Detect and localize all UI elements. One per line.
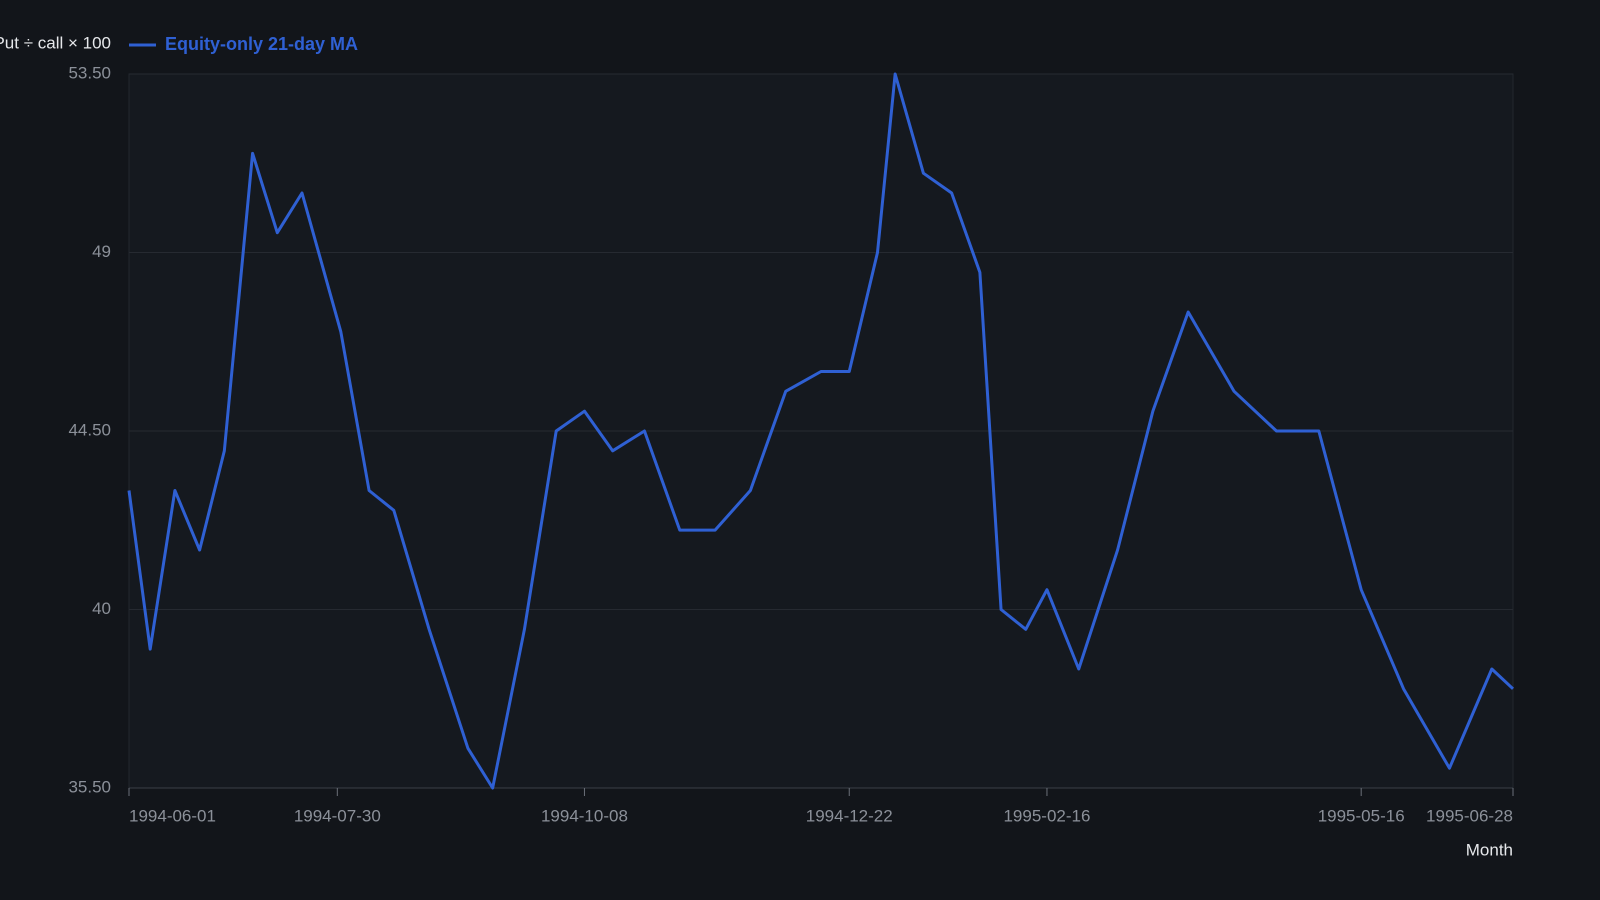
x-tick-label: 1994-10-08 [541,806,628,825]
x-tick-label: 1995-02-16 [1003,806,1090,825]
x-tick-label: 1994-07-30 [294,806,381,825]
x-tick-label: 1995-05-16 [1318,806,1405,825]
y-tick-label: 53.50 [68,63,111,82]
y-axis-label: Put ÷ call × 100 [0,33,111,52]
legend-label: Equity-only 21-day MA [165,34,358,54]
x-axis-label: Month [1466,840,1513,859]
y-tick-label: 49 [92,242,111,261]
line [127,72,1515,790]
y-tick-label: 44.50 [68,420,111,439]
x-tick-label: 1994-12-22 [806,806,893,825]
y-tick-label: 35.50 [68,777,111,796]
y-tick-label: 40 [92,599,111,618]
x-tick-label: 1995-06-28 [1426,806,1513,825]
x-tick-label: 1994-06-01 [129,806,216,825]
